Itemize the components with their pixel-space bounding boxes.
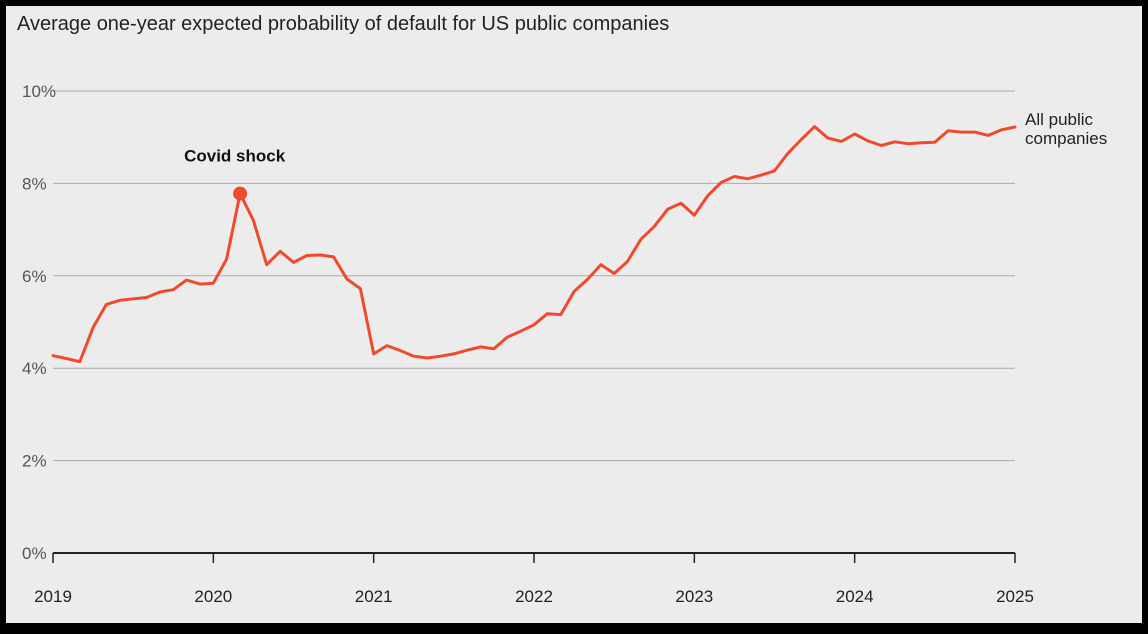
y-tick-label: 6% — [22, 267, 47, 286]
x-tick-label: 2019 — [34, 587, 72, 606]
series-layer: All public companies — [51, 110, 1107, 364]
series-label: All public companies — [1025, 110, 1107, 148]
x-tick-label: 2021 — [355, 587, 393, 606]
series-line-all-public-companies — [51, 125, 1017, 364]
covid-shock-marker — [233, 186, 248, 201]
y-tick-label: 0% — [22, 544, 47, 563]
covid-shock-label: Covid shock — [184, 147, 286, 166]
y-tick-label: 2% — [22, 452, 47, 471]
x-tick-label: 2022 — [515, 587, 553, 606]
y-tick-label: 8% — [22, 174, 47, 193]
x-tick-label: 2020 — [194, 587, 232, 606]
x-tick-label: 2024 — [836, 587, 874, 606]
y-tick-label: 10% — [22, 82, 56, 101]
x-tick-label: 2023 — [675, 587, 713, 606]
chart-title: Average one-year expected probability of… — [17, 13, 670, 35]
chart-panel — [6, 6, 1142, 623]
y-axis-ticks: 0% 2% 4% 6% 8% 10% — [22, 82, 56, 563]
x-tick-label: 2025 — [996, 587, 1034, 606]
y-tick-label: 4% — [22, 359, 47, 378]
annotations: Covid shock — [184, 147, 286, 201]
x-axis: 2019 2020 2021 2022 2023 2024 2025 — [34, 553, 1034, 606]
